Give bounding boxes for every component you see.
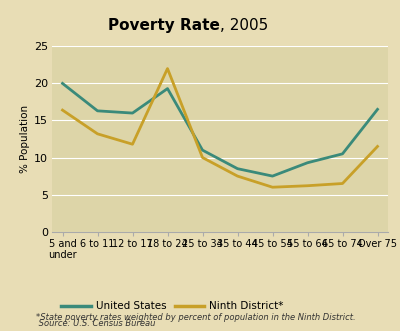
Legend: United States, Ninth District*: United States, Ninth District* <box>57 297 288 315</box>
Text: , 2005: , 2005 <box>220 18 268 33</box>
Text: Poverty Rate: Poverty Rate <box>108 18 220 33</box>
Y-axis label: % Population: % Population <box>20 105 30 173</box>
Text: Source: U.S. Census Bureau: Source: U.S. Census Bureau <box>36 319 155 328</box>
Text: *State poverty rates weighted by percent of population in the Ninth District.: *State poverty rates weighted by percent… <box>36 313 356 322</box>
